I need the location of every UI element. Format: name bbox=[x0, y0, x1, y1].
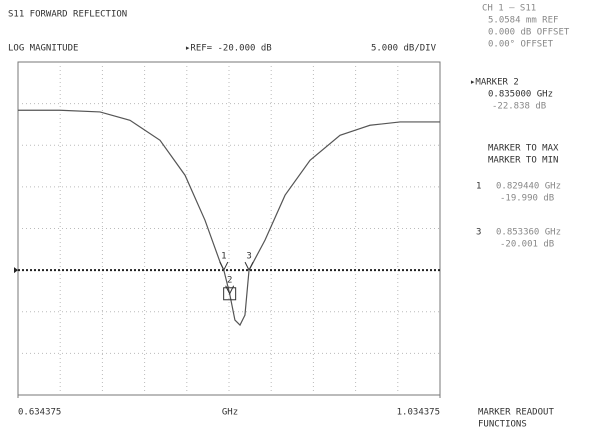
softkey[interactable]: MARKER TO MAX bbox=[488, 144, 559, 154]
marker-num: 3 bbox=[476, 228, 481, 238]
marker bbox=[244, 261, 254, 272]
marker-freq: 0.853360 GHz bbox=[496, 228, 561, 238]
marker-label: 3 bbox=[246, 252, 251, 262]
x-unit: GHz bbox=[222, 408, 238, 418]
active-freq: 0.835000 GHz bbox=[488, 90, 553, 100]
offset: 0.000 dB OFFSET bbox=[488, 28, 570, 38]
marker-value: -19.990 dB bbox=[500, 194, 554, 204]
active-marker-box bbox=[223, 287, 237, 301]
x-tick-label: 0.634375 bbox=[18, 408, 61, 418]
marker-freq: 0.829440 GHz bbox=[496, 182, 561, 192]
marker-label: 1 bbox=[221, 252, 226, 262]
x-tick-label: 1.034375 bbox=[397, 408, 440, 418]
scale-label: 5.000 dB/DIV bbox=[371, 44, 437, 54]
marker bbox=[225, 285, 235, 295]
active-value: -22.838 dB bbox=[492, 102, 546, 112]
marker-num: 1 bbox=[476, 182, 481, 192]
softkey[interactable]: MARKER READOUT bbox=[478, 408, 554, 418]
channel: CH 1 — S11 bbox=[482, 4, 536, 14]
ref-arrow bbox=[14, 267, 18, 274]
softkey[interactable]: MARKER TO MIN bbox=[488, 156, 558, 166]
offset: 0.00° OFFSET bbox=[488, 40, 554, 50]
ref-label: ▸REF= -20.000 dB bbox=[185, 44, 272, 54]
marker bbox=[219, 261, 229, 272]
trace bbox=[18, 109, 441, 327]
marker-label: 2 bbox=[227, 275, 232, 285]
active-marker: ▸MARKER 2 bbox=[470, 78, 519, 88]
title: S11 FORWARD REFLECTION bbox=[8, 10, 127, 20]
plot-frame bbox=[17, 61, 441, 396]
softkey[interactable]: FUNCTIONS bbox=[478, 420, 527, 430]
ref-plane: 5.0584 mm REF bbox=[488, 16, 558, 26]
marker-value: -20.001 dB bbox=[500, 240, 554, 250]
format-label: LOG MAGNITUDE bbox=[8, 44, 78, 54]
